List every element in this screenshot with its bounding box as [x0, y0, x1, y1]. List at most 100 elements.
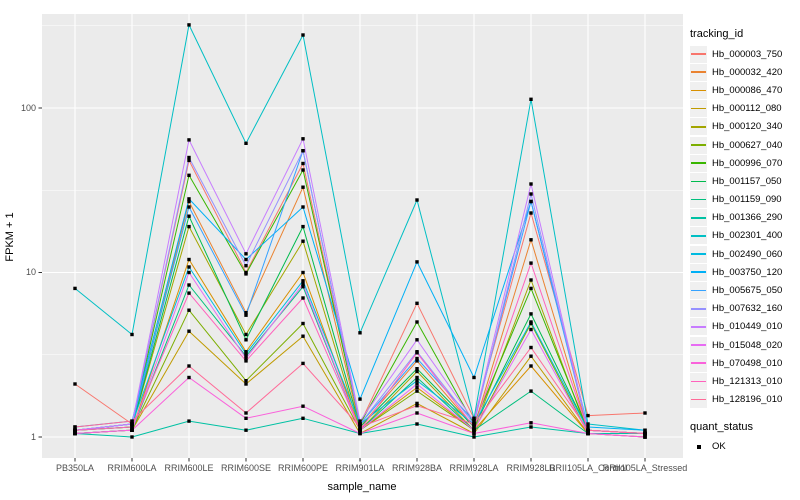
- data-point: [301, 404, 305, 408]
- data-point: [415, 359, 419, 363]
- data-point: [415, 422, 419, 426]
- legend-line-icon: [691, 289, 706, 292]
- data-point: [187, 214, 191, 218]
- data-point: [301, 224, 305, 229]
- legend-line-icon: [691, 235, 706, 237]
- data-point: [187, 364, 191, 368]
- data-point: [472, 428, 476, 432]
- data-point: [187, 138, 191, 142]
- data-point: [187, 329, 191, 333]
- data-point: [187, 173, 191, 177]
- data-point: [301, 205, 305, 209]
- data-point: [244, 313, 248, 317]
- legend-entry: Hb_000086_470: [690, 81, 800, 99]
- data-point: [643, 428, 647, 432]
- legend-entry-label: Hb_002490_060: [712, 248, 783, 260]
- legend-line-icon: [691, 307, 706, 310]
- data-point: [187, 291, 191, 295]
- data-point: [529, 312, 533, 316]
- x-tick-label: RRIM928LA: [449, 463, 499, 473]
- legend-entry: Hb_005675_050: [690, 281, 800, 300]
- legend-key-line-swatch: [690, 172, 707, 190]
- data-point: [130, 425, 134, 429]
- data-point: [244, 350, 248, 354]
- legend-line-icon: [691, 144, 706, 146]
- legend-entry-label: Hb_001157_050: [712, 175, 782, 187]
- data-point: [130, 435, 134, 439]
- data-point: [415, 198, 419, 202]
- legend-key-line-swatch: [690, 81, 707, 99]
- legend-entry-label: OK: [712, 441, 726, 453]
- data-point: [358, 431, 362, 436]
- legend-entry-label: Hb_000627_040: [712, 139, 783, 151]
- legend-entry-label: Hb_005675_050: [712, 285, 783, 297]
- x-tick-label: RRIM928BA: [391, 463, 443, 473]
- data-point: [529, 192, 533, 196]
- data-point: [529, 278, 533, 282]
- tracking-id-legend-entries: Hb_000003_750 Hb_000032_420 Hb_000086_470 H…: [690, 45, 800, 409]
- data-point: [415, 411, 419, 415]
- data-point: [529, 320, 533, 324]
- legend-line-icon: [691, 198, 706, 201]
- legend-key-point-swatch: [690, 438, 707, 455]
- data-point: [244, 356, 248, 361]
- legend-entry: Hb_000112_080: [690, 100, 800, 118]
- legend-key-line-swatch: [690, 154, 707, 172]
- data-point: [529, 182, 533, 186]
- legend-entry-label: Hb_001366_290: [712, 212, 783, 224]
- data-point: [415, 260, 419, 264]
- legend-line-icon: [691, 107, 706, 110]
- legend-entry: Hb_000996_070: [690, 154, 800, 172]
- x-tick-label: RRIM901LA: [335, 463, 385, 473]
- data-point: [415, 301, 419, 305]
- legend-entry-label: Hb_121313_010: [712, 375, 783, 387]
- data-point: [529, 327, 533, 332]
- legend-entry-label: Hb_000086_470: [712, 84, 783, 96]
- data-point: [529, 421, 533, 425]
- legend-line-icon: [691, 344, 706, 346]
- data-point: [529, 364, 533, 368]
- data-point: [358, 428, 362, 432]
- data-point: [529, 345, 533, 350]
- data-point: [415, 401, 419, 406]
- legend-key-line-swatch: [690, 191, 707, 209]
- legend-point-icon: [696, 444, 701, 449]
- data-point: [187, 197, 191, 201]
- y-tick-label: 10: [25, 267, 36, 277]
- data-point: [187, 419, 191, 423]
- legend-key-line-swatch: [690, 300, 707, 318]
- data-point: [529, 238, 533, 242]
- data-point: [244, 264, 248, 268]
- legend-entry: Hb_000032_420: [690, 63, 800, 81]
- data-point: [301, 361, 305, 366]
- data-point: [187, 270, 191, 275]
- x-tick-label: RRII105LA_Stressed: [602, 463, 688, 473]
- legend-entry: Hb_128196_010: [690, 391, 800, 409]
- legend-key-line-swatch: [690, 245, 707, 263]
- data-point: [187, 158, 191, 163]
- legend-entry-label: Hb_001159_090: [712, 194, 782, 206]
- legend-line-icon: [691, 326, 706, 328]
- data-point: [529, 425, 533, 429]
- legend-key-line-swatch: [690, 63, 707, 81]
- legend-line-icon: [691, 125, 706, 128]
- legend-key-line-swatch: [690, 336, 707, 354]
- data-point: [244, 141, 248, 145]
- data-point: [415, 389, 419, 393]
- data-point: [187, 155, 191, 160]
- data-point: [187, 308, 191, 312]
- legend-entry-label: Hb_010449_010: [712, 321, 783, 333]
- legend-entry-label: Hb_000112_080: [712, 103, 782, 115]
- legend-entry: Hb_007632_160: [690, 300, 800, 318]
- legend-entry: OK: [690, 438, 800, 456]
- data-point: [472, 422, 476, 426]
- legend-entry-label: Hb_007632_160: [712, 303, 783, 315]
- data-point: [301, 416, 305, 420]
- y-axis-title: FPKM + 1: [4, 212, 16, 262]
- data-point: [415, 404, 419, 408]
- data-point: [130, 422, 134, 426]
- x-tick-label: RRIM600LA: [107, 463, 157, 473]
- data-point: [415, 379, 419, 383]
